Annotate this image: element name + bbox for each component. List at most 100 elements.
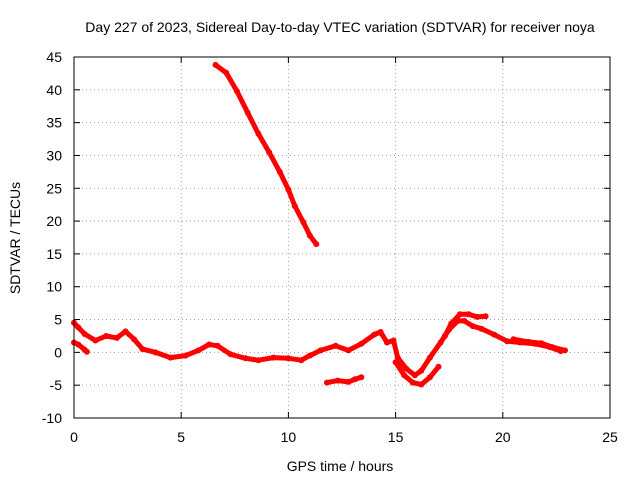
data-point: [227, 351, 234, 358]
data-point: [426, 374, 433, 381]
y-tick-label: 15: [46, 246, 62, 262]
data-point: [403, 365, 410, 372]
data-point: [491, 331, 498, 338]
y-tick-label: 35: [46, 115, 62, 131]
data-point: [465, 311, 472, 318]
data-point: [461, 317, 468, 324]
data-point: [300, 219, 307, 226]
data-point: [409, 379, 416, 386]
data-point: [324, 379, 330, 386]
data-point: [358, 374, 365, 381]
data-point: [469, 323, 476, 330]
data-point: [92, 337, 99, 344]
data-point: [456, 311, 463, 318]
series-isolated-segment: [324, 374, 365, 386]
data-point: [298, 357, 305, 364]
series-rising-branch: [441, 311, 489, 339]
data-point: [75, 341, 82, 348]
data-point: [510, 336, 517, 343]
data-point: [441, 333, 448, 339]
data-point: [244, 109, 251, 116]
grid-layer: [74, 57, 610, 418]
y-tick-label: -5: [50, 377, 63, 393]
data-point: [345, 347, 352, 354]
data-point: [276, 168, 283, 175]
y-tick-label: 10: [46, 279, 62, 295]
data-point: [332, 342, 339, 349]
data-point: [182, 352, 189, 359]
series-dip-branch: [392, 359, 442, 388]
data-point: [448, 320, 455, 327]
data-point: [214, 342, 221, 349]
data-point: [103, 333, 110, 339]
data-point: [390, 337, 397, 344]
x-tick-label: 25: [602, 429, 618, 445]
data-point: [418, 367, 425, 374]
data-point: [291, 203, 298, 209]
y-tick-label: 5: [54, 312, 62, 328]
data-point: [384, 339, 390, 346]
plot-frame: [73, 56, 611, 419]
data-point: [83, 348, 90, 355]
data-point: [313, 241, 320, 248]
data-point: [266, 149, 273, 156]
data-point: [255, 357, 262, 364]
data-point: [482, 313, 489, 320]
data-point: [306, 352, 313, 359]
data-point: [122, 328, 129, 335]
data-point: [435, 363, 442, 370]
data-point: [167, 354, 174, 361]
data-point: [371, 331, 378, 338]
data-point: [233, 88, 240, 95]
y-tick-label: 0: [54, 344, 62, 360]
data-point: [377, 329, 384, 335]
x-tick-label: 15: [388, 429, 404, 445]
x-tick-label: 0: [70, 429, 78, 445]
data-point: [351, 376, 358, 383]
data-point: [411, 372, 418, 379]
data-point: [317, 347, 324, 354]
data-point: [401, 372, 408, 379]
data-point: [81, 331, 88, 337]
series-descending-branch: [212, 61, 320, 248]
data-point: [270, 354, 277, 361]
data-point: [152, 349, 159, 356]
data-point: [562, 347, 568, 354]
data-point: [549, 344, 556, 351]
data-point: [538, 340, 545, 347]
data-point: [75, 324, 82, 331]
x-tick-label: 10: [281, 429, 297, 445]
x-tick-label: 5: [177, 429, 185, 445]
data-point: [334, 377, 341, 384]
data-point: [113, 334, 120, 341]
data-point: [345, 378, 352, 385]
y-tick-label: 40: [46, 82, 62, 98]
y-tick-label: 25: [46, 180, 62, 196]
data-point: [285, 186, 292, 193]
data-point: [139, 346, 146, 353]
data-point: [525, 338, 532, 345]
data-point: [504, 338, 511, 345]
data-point: [392, 359, 399, 366]
chart-title: Day 227 of 2023, Sidereal Day-to-day VTE…: [85, 19, 595, 35]
data-point: [426, 354, 433, 361]
data-point: [358, 340, 365, 347]
y-tick-label: 30: [46, 147, 62, 163]
series-layer: [71, 61, 568, 388]
data-point: [394, 354, 401, 361]
data-point: [474, 313, 481, 320]
y-tick-label: -10: [42, 410, 62, 426]
data-point: [418, 381, 425, 388]
x-tick-label: 20: [495, 429, 511, 445]
data-point: [212, 61, 219, 68]
data-point: [242, 355, 249, 362]
data-point: [223, 69, 230, 76]
series-end-branch: [510, 336, 568, 354]
data-point: [437, 339, 444, 346]
y-axis-label: SDTVAR / TECUs: [7, 182, 23, 294]
data-point: [285, 355, 292, 362]
data-point: [195, 347, 202, 354]
data-point: [206, 341, 213, 348]
tick-layer: 0 5 10 15 20 25 -10 -5 0 5 10 15 20 25 30 35 40 45: [42, 49, 618, 445]
